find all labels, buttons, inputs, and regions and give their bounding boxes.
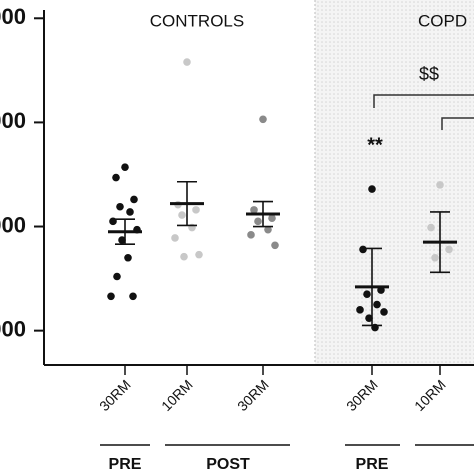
data-point	[112, 173, 120, 182]
data-point	[250, 206, 258, 214]
data-point	[129, 292, 137, 301]
bracket	[441, 117, 474, 130]
data-point	[130, 195, 138, 204]
data-point	[183, 58, 191, 66]
data-point	[124, 253, 132, 262]
data-point	[116, 202, 124, 211]
data-point	[264, 225, 272, 234]
data-point	[363, 290, 371, 299]
x-tick-label: 10RM	[158, 376, 196, 414]
annotation: **	[367, 134, 383, 156]
data-point	[365, 314, 373, 322]
data-point	[368, 185, 376, 193]
data-point	[192, 206, 200, 214]
x-tick-label: 30RM	[96, 376, 134, 414]
data-point	[445, 245, 453, 254]
data-point	[180, 252, 188, 261]
data-point	[259, 115, 267, 124]
y-tick-label: 000	[0, 212, 26, 237]
phase-label: PRE	[109, 456, 142, 473]
y-tick-label: 000	[0, 108, 26, 133]
data-point	[373, 300, 381, 309]
copd-background	[315, 0, 474, 365]
annotation: $$	[419, 64, 439, 84]
x-tick-label: 30RM	[343, 376, 381, 414]
x-tick-label: 10RM	[411, 376, 449, 414]
data-point	[380, 308, 388, 316]
data-point	[431, 253, 439, 262]
data-point	[121, 163, 129, 171]
y-tick-label: 000	[0, 316, 26, 341]
data-point	[107, 292, 115, 301]
data-point	[113, 272, 121, 281]
phase-label: POST	[206, 456, 250, 473]
data-point	[356, 306, 364, 314]
data-point	[427, 223, 435, 232]
data-point	[195, 250, 203, 259]
data-point	[126, 208, 134, 216]
data-point	[247, 231, 255, 239]
data-point	[178, 211, 186, 219]
panel-title: COPD	[418, 11, 467, 30]
bracket	[373, 94, 474, 108]
y-tick-label: 000	[0, 4, 26, 29]
data-point	[436, 181, 444, 189]
phase-label: PRE	[356, 456, 389, 473]
data-point	[271, 241, 279, 250]
x-tick-label: 30RM	[234, 376, 272, 414]
data-point	[118, 236, 126, 244]
data-point	[171, 234, 179, 242]
data-point	[268, 214, 276, 222]
data-point	[254, 217, 262, 226]
data-point	[359, 245, 367, 254]
panel-title: CONTROLS	[150, 11, 244, 30]
data-point	[109, 217, 117, 226]
